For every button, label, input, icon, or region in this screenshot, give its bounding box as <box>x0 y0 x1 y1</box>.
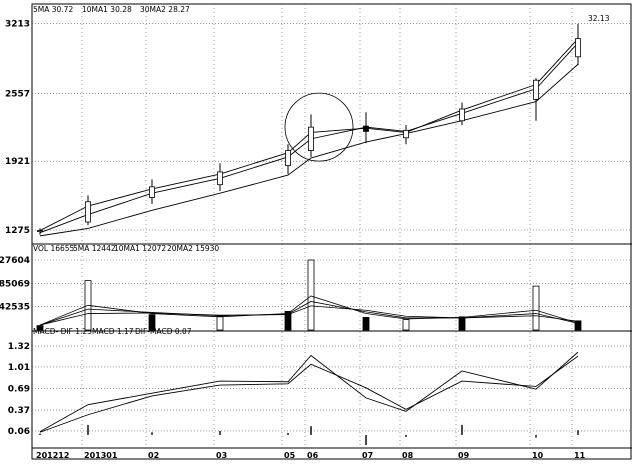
volume-ma-line-10ma1 <box>39 301 579 326</box>
volume-ytick-label: 42535 <box>0 303 30 313</box>
x-tick-label: 201301 <box>84 451 118 460</box>
candle-body <box>533 79 539 100</box>
volume-legend: VOL 16655 5MA 12442 10MA1 12072 20MA2 15… <box>33 244 219 253</box>
macd-ytick-label: 0.69 <box>8 384 30 394</box>
volume-legend-10ma: 10MA1 12072 <box>114 244 166 253</box>
macd-line-dif <box>39 351 579 432</box>
macd-ytick-label: 1.32 <box>8 342 30 352</box>
x-tick-label: 07 <box>362 451 373 460</box>
price-ytick-label: 1275 <box>5 226 30 236</box>
price-ytick-label: 2557 <box>5 89 30 99</box>
volume-bar <box>36 325 44 331</box>
volume-bar <box>284 310 292 331</box>
candle-body <box>285 150 291 166</box>
volume-ma-line-5ma <box>39 295 579 326</box>
candle-body <box>149 186 155 198</box>
macd-ytick-label: 0.06 <box>8 427 30 437</box>
macd-line-macd <box>39 355 579 433</box>
candle-body <box>459 108 465 122</box>
volume-bar <box>402 319 410 331</box>
macd-ytick-label: 1.01 <box>8 363 30 373</box>
volume-legend-vol: VOL 16655 <box>33 244 75 253</box>
price-ytick-label: 3213 <box>5 19 30 29</box>
highlight-circle <box>284 92 354 162</box>
candle-body <box>37 230 43 233</box>
price-legend-10ma: 10MA1 30.28 <box>82 5 132 14</box>
x-tick-label: 08 <box>402 451 414 460</box>
candle-body <box>308 126 314 151</box>
price-legend-5ma: 5MA 30.72 <box>33 5 73 14</box>
candle-body <box>403 129 409 139</box>
volume-bar <box>362 316 370 331</box>
candle-body <box>217 171 223 186</box>
price-legend-30ma: 30MA2 28.27 <box>140 5 190 14</box>
candle-body <box>575 38 581 58</box>
volume-ytick-label: 85069 <box>0 279 30 289</box>
x-tick-label: 201212 <box>36 451 69 460</box>
macd-ytick-label: 0.37 <box>8 406 30 416</box>
volume-ma-line-20ma2 <box>39 305 579 326</box>
x-tick-label: 05 <box>284 451 296 460</box>
x-tick-label: 02 <box>148 451 159 460</box>
price-annotation: 32.13 <box>588 14 610 23</box>
volume-legend-20ma: 20MA2 15930 <box>167 244 219 253</box>
price-legend: 5MA 30.72 10MA1 30.28 30MA2 28.27 <box>33 5 190 14</box>
x-tick-label: 06 <box>307 451 319 460</box>
volume-bar <box>458 316 466 331</box>
price-ytick-label: 1921 <box>5 157 30 167</box>
x-tick-label: 10 <box>532 451 544 460</box>
candle-body <box>85 201 91 223</box>
volume-ytick-label: 127604 <box>0 256 30 266</box>
volume-bar <box>148 314 156 331</box>
volume-bar <box>216 315 224 331</box>
x-tick-label: 11 <box>574 451 586 460</box>
chart-frame <box>31 3 632 460</box>
x-tick-label: 09 <box>458 451 470 460</box>
x-tick-label: 03 <box>216 451 227 460</box>
price-ma-line-30ma2 <box>39 63 579 237</box>
volume-bar <box>307 259 315 331</box>
candle-body <box>363 125 369 132</box>
volume-legend-5ma: 5MA 12442 <box>73 244 116 253</box>
volume-bar <box>532 285 540 331</box>
